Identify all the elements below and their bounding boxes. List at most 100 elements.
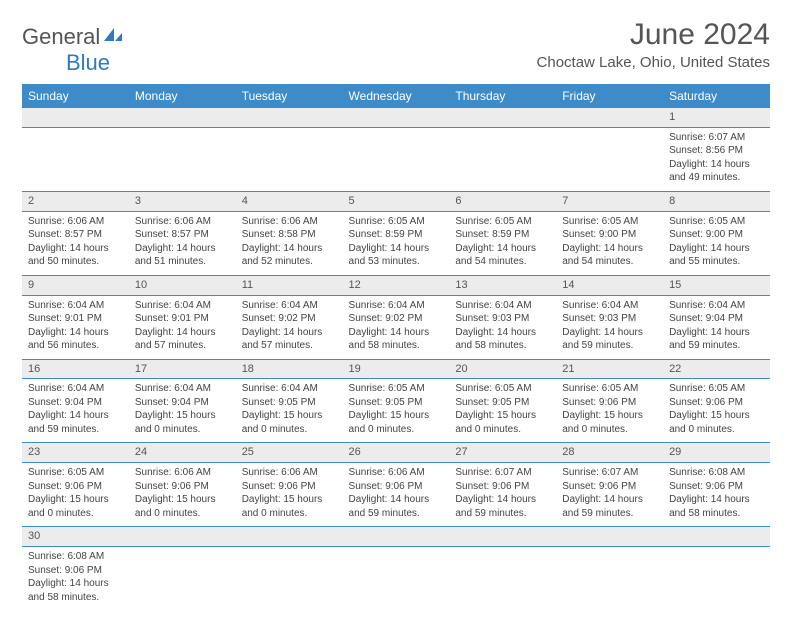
day-detail-cell: Sunrise: 6:05 AMSunset: 9:05 PMDaylight:… bbox=[449, 379, 556, 443]
day-detail-cell: Sunrise: 6:04 AMSunset: 9:04 PMDaylight:… bbox=[663, 295, 770, 359]
day-detail-cell: Sunrise: 6:06 AMSunset: 9:06 PMDaylight:… bbox=[343, 463, 450, 527]
logo-text: GeneralBlue bbox=[22, 24, 124, 76]
day-detail-cell bbox=[22, 127, 129, 191]
calendar-body: 1 Sunrise: 6:07 AMSunset: 8:56 PMDayligh… bbox=[22, 108, 770, 610]
day-number-cell bbox=[449, 108, 556, 127]
day-number-cell: 23 bbox=[22, 443, 129, 463]
day-number-cell: 12 bbox=[343, 275, 450, 295]
day-detail-cell bbox=[129, 547, 236, 611]
calendar-page: GeneralBlue June 2024 Choctaw Lake, Ohio… bbox=[0, 0, 792, 628]
day-number-row: 16171819202122 bbox=[22, 359, 770, 379]
day-number-cell: 29 bbox=[663, 443, 770, 463]
month-title: June 2024 bbox=[537, 18, 770, 52]
day-number-cell: 22 bbox=[663, 359, 770, 379]
day-number-cell: 19 bbox=[343, 359, 450, 379]
day-number-cell: 8 bbox=[663, 191, 770, 211]
weekday-header: Sunday bbox=[22, 84, 129, 108]
day-number-cell: 5 bbox=[343, 191, 450, 211]
day-detail-row: Sunrise: 6:07 AMSunset: 8:56 PMDaylight:… bbox=[22, 127, 770, 191]
day-number-cell: 1 bbox=[663, 108, 770, 127]
day-number-row: 1 bbox=[22, 108, 770, 127]
logo: GeneralBlue bbox=[22, 24, 124, 76]
day-number-cell: 13 bbox=[449, 275, 556, 295]
day-detail-cell: Sunrise: 6:04 AMSunset: 9:03 PMDaylight:… bbox=[449, 295, 556, 359]
day-detail-cell: Sunrise: 6:04 AMSunset: 9:01 PMDaylight:… bbox=[22, 295, 129, 359]
weekday-header: Saturday bbox=[663, 84, 770, 108]
day-number-cell bbox=[129, 108, 236, 127]
day-detail-cell: Sunrise: 6:04 AMSunset: 9:03 PMDaylight:… bbox=[556, 295, 663, 359]
day-detail-cell bbox=[449, 547, 556, 611]
day-number-cell bbox=[343, 527, 450, 547]
day-detail-cell bbox=[343, 127, 450, 191]
day-number-cell: 27 bbox=[449, 443, 556, 463]
day-number-cell: 28 bbox=[556, 443, 663, 463]
day-number-cell: 25 bbox=[236, 443, 343, 463]
day-number-cell: 4 bbox=[236, 191, 343, 211]
day-number-cell: 9 bbox=[22, 275, 129, 295]
day-number-row: 9101112131415 bbox=[22, 275, 770, 295]
day-number-cell: 15 bbox=[663, 275, 770, 295]
logo-text-a: General bbox=[22, 24, 100, 49]
day-detail-row: Sunrise: 6:04 AMSunset: 9:01 PMDaylight:… bbox=[22, 295, 770, 359]
day-detail-cell: Sunrise: 6:05 AMSunset: 9:06 PMDaylight:… bbox=[663, 379, 770, 443]
day-detail-cell bbox=[236, 127, 343, 191]
day-number-row: 23242526272829 bbox=[22, 443, 770, 463]
day-number-cell bbox=[129, 527, 236, 547]
day-detail-cell: Sunrise: 6:07 AMSunset: 9:06 PMDaylight:… bbox=[449, 463, 556, 527]
day-number-cell: 24 bbox=[129, 443, 236, 463]
day-detail-cell: Sunrise: 6:06 AMSunset: 8:57 PMDaylight:… bbox=[129, 211, 236, 275]
day-number-row: 2345678 bbox=[22, 191, 770, 211]
day-number-cell bbox=[556, 108, 663, 127]
day-number-cell bbox=[663, 527, 770, 547]
day-number-cell: 26 bbox=[343, 443, 450, 463]
day-number-cell: 14 bbox=[556, 275, 663, 295]
day-detail-cell: Sunrise: 6:04 AMSunset: 9:04 PMDaylight:… bbox=[22, 379, 129, 443]
page-header: GeneralBlue June 2024 Choctaw Lake, Ohio… bbox=[22, 18, 770, 76]
day-detail-cell: Sunrise: 6:04 AMSunset: 9:02 PMDaylight:… bbox=[343, 295, 450, 359]
day-number-cell: 17 bbox=[129, 359, 236, 379]
day-detail-row: Sunrise: 6:06 AMSunset: 8:57 PMDaylight:… bbox=[22, 211, 770, 275]
day-detail-cell: Sunrise: 6:05 AMSunset: 9:05 PMDaylight:… bbox=[343, 379, 450, 443]
day-detail-row: Sunrise: 6:08 AMSunset: 9:06 PMDaylight:… bbox=[22, 547, 770, 611]
day-detail-cell bbox=[663, 547, 770, 611]
day-number-cell bbox=[343, 108, 450, 127]
day-detail-cell bbox=[236, 547, 343, 611]
day-detail-cell bbox=[343, 547, 450, 611]
day-number-row: 30 bbox=[22, 527, 770, 547]
weekday-header: Tuesday bbox=[236, 84, 343, 108]
weekday-header-row: Sunday Monday Tuesday Wednesday Thursday… bbox=[22, 84, 770, 108]
day-detail-row: Sunrise: 6:05 AMSunset: 9:06 PMDaylight:… bbox=[22, 463, 770, 527]
day-detail-cell: Sunrise: 6:05 AMSunset: 8:59 PMDaylight:… bbox=[343, 211, 450, 275]
day-number-cell: 18 bbox=[236, 359, 343, 379]
day-detail-cell bbox=[129, 127, 236, 191]
day-detail-cell: Sunrise: 6:05 AMSunset: 9:06 PMDaylight:… bbox=[22, 463, 129, 527]
day-detail-cell bbox=[449, 127, 556, 191]
day-number-cell: 2 bbox=[22, 191, 129, 211]
weekday-header: Thursday bbox=[449, 84, 556, 108]
day-detail-cell: Sunrise: 6:04 AMSunset: 9:04 PMDaylight:… bbox=[129, 379, 236, 443]
day-number-cell bbox=[236, 108, 343, 127]
day-number-cell: 7 bbox=[556, 191, 663, 211]
day-detail-cell: Sunrise: 6:07 AMSunset: 8:56 PMDaylight:… bbox=[663, 127, 770, 191]
day-detail-cell: Sunrise: 6:08 AMSunset: 9:06 PMDaylight:… bbox=[663, 463, 770, 527]
day-detail-cell: Sunrise: 6:07 AMSunset: 9:06 PMDaylight:… bbox=[556, 463, 663, 527]
weekday-header: Friday bbox=[556, 84, 663, 108]
day-number-cell: 21 bbox=[556, 359, 663, 379]
day-number-cell: 3 bbox=[129, 191, 236, 211]
day-detail-cell: Sunrise: 6:05 AMSunset: 8:59 PMDaylight:… bbox=[449, 211, 556, 275]
day-number-cell bbox=[236, 527, 343, 547]
day-detail-cell: Sunrise: 6:06 AMSunset: 8:57 PMDaylight:… bbox=[22, 211, 129, 275]
title-block: June 2024 Choctaw Lake, Ohio, United Sta… bbox=[537, 18, 770, 71]
day-detail-cell: Sunrise: 6:04 AMSunset: 9:05 PMDaylight:… bbox=[236, 379, 343, 443]
day-detail-cell: Sunrise: 6:08 AMSunset: 9:06 PMDaylight:… bbox=[22, 547, 129, 611]
day-number-cell: 6 bbox=[449, 191, 556, 211]
day-number-cell: 20 bbox=[449, 359, 556, 379]
day-detail-cell: Sunrise: 6:05 AMSunset: 9:00 PMDaylight:… bbox=[663, 211, 770, 275]
day-detail-cell bbox=[556, 547, 663, 611]
day-number-cell bbox=[449, 527, 556, 547]
location-subtitle: Choctaw Lake, Ohio, United States bbox=[537, 54, 770, 71]
weekday-header: Wednesday bbox=[343, 84, 450, 108]
day-detail-cell: Sunrise: 6:04 AMSunset: 9:01 PMDaylight:… bbox=[129, 295, 236, 359]
day-number-cell: 16 bbox=[22, 359, 129, 379]
day-detail-cell: Sunrise: 6:04 AMSunset: 9:02 PMDaylight:… bbox=[236, 295, 343, 359]
